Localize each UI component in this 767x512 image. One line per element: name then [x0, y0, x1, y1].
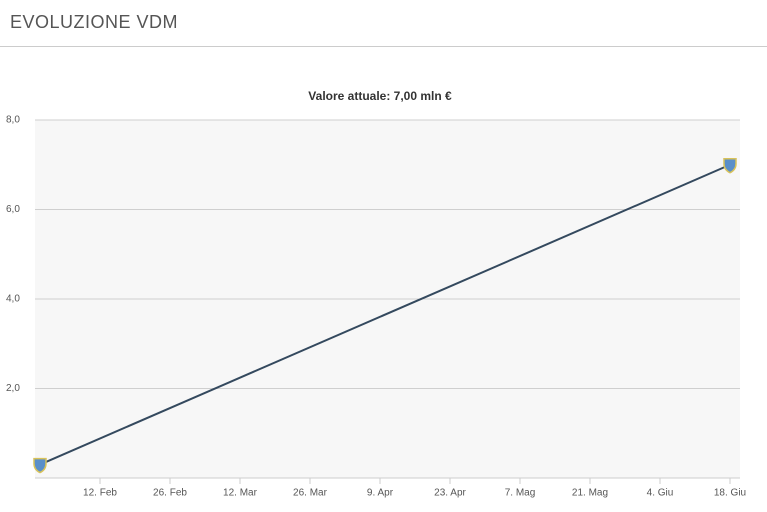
x-tick-label: 26. Feb [153, 488, 187, 499]
x-tick-label: 12. Feb [83, 488, 117, 499]
divider [0, 46, 767, 47]
x-tick-label: 18. Giu [714, 488, 746, 499]
y-tick-label: 2,0 [6, 383, 20, 394]
x-tick-label: 9. Apr [367, 488, 394, 499]
section-title: EVOLUZIONE VDM [10, 12, 179, 32]
point-marker [33, 457, 47, 474]
point-marker [723, 158, 737, 174]
y-tick-label: 6,0 [6, 204, 20, 215]
x-tick-label: 21. Mag [572, 488, 608, 499]
y-tick-label: 8,0 [6, 115, 20, 126]
x-tick-label: 12. Mar [223, 488, 258, 499]
line [39, 163, 731, 466]
x-tick-label: 23. Apr [434, 488, 466, 499]
x-tick-label: 4. Giu [647, 488, 674, 499]
chart-title: Valore attuale: 7,00 mln € [308, 89, 452, 103]
y-tick-label: 4,0 [6, 294, 20, 305]
x-tick-label: 26. Mar [293, 488, 328, 499]
x-tick-label: 7. Mag [505, 488, 536, 499]
